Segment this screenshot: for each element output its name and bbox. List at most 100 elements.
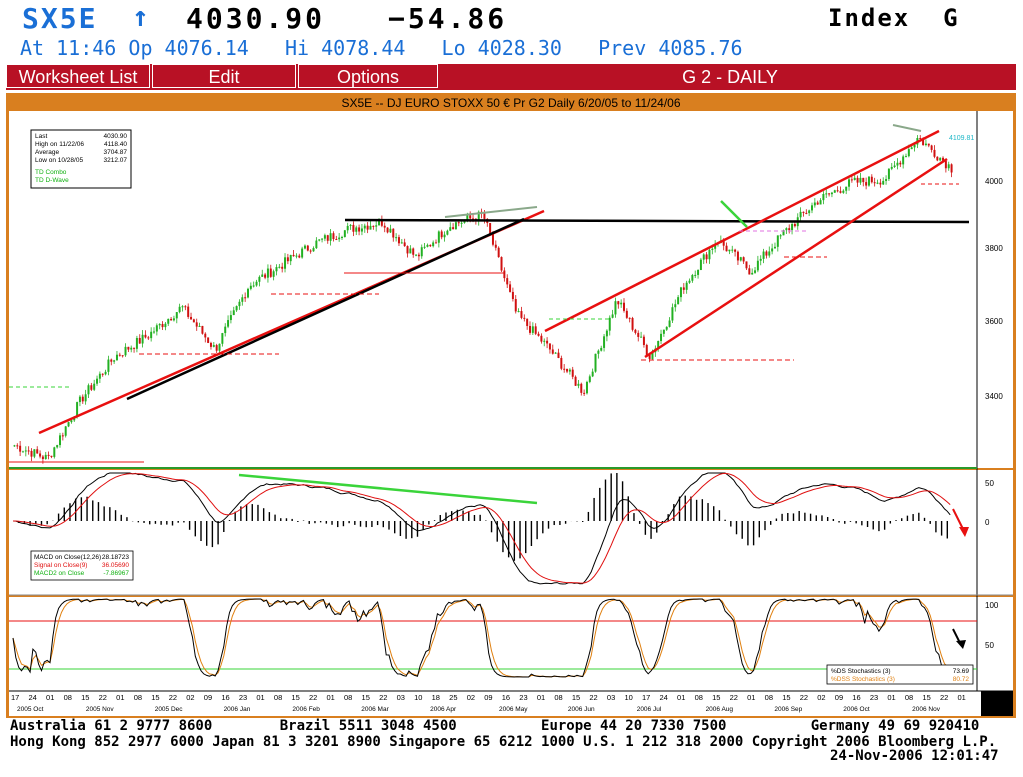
candle-body — [907, 149, 910, 157]
date-tick: 15 — [572, 693, 580, 702]
candle-body — [919, 138, 922, 140]
price-chart[interactable]: Last 4030.90 High on 11/22/06 4118.40 Averag… — [9, 111, 1013, 716]
candle-body — [640, 336, 643, 338]
candle-body — [207, 337, 210, 343]
month-label: 2006 Jan — [224, 706, 251, 713]
candle-body — [454, 222, 457, 230]
candle-body — [190, 316, 193, 320]
candle-body — [21, 451, 24, 453]
candle-body — [802, 211, 805, 213]
candle-body — [312, 248, 315, 252]
candle-body — [98, 373, 101, 379]
candle-body — [939, 157, 942, 161]
candle-body — [631, 318, 634, 330]
footer-timestamp: 24-Nov-2006 12:01:47 — [830, 748, 999, 764]
date-tick: 15 — [712, 693, 720, 702]
candle-body — [87, 385, 90, 395]
candle-body — [682, 287, 685, 290]
candle-body — [731, 249, 734, 251]
candle-body — [172, 318, 175, 321]
candle-body — [403, 242, 406, 247]
candle-body — [905, 156, 907, 158]
date-tick: 22 — [730, 693, 738, 702]
candle-body — [947, 164, 950, 169]
candle-body — [625, 310, 628, 318]
candle-body — [856, 177, 859, 183]
macd-legend-label: MACD on Close(12,26) — [34, 554, 101, 561]
candle-body — [679, 287, 682, 298]
candle-body — [600, 347, 603, 351]
candle-body — [853, 177, 856, 180]
candle-body — [366, 225, 369, 230]
candle-body — [212, 345, 215, 347]
date-axis-labels: 17 24 01 08 15 22 01 08 15 22 02 09 16 23 01 08 15 22 01 08… — [11, 693, 966, 713]
date-tick: 16 — [852, 693, 860, 702]
date-tick: 22 — [800, 693, 808, 702]
candle-body — [147, 337, 150, 339]
date-tick: 09 — [484, 693, 492, 702]
candle-body — [423, 246, 426, 248]
candle-body — [84, 394, 87, 402]
date-tick: 08 — [344, 693, 352, 702]
options-button[interactable]: Options — [298, 64, 438, 88]
date-tick: 01 — [537, 693, 545, 702]
candle-body — [577, 383, 580, 386]
candle-body — [19, 445, 22, 452]
candle-body — [808, 210, 811, 214]
date-tick: 22 — [379, 693, 387, 702]
candle-body — [460, 222, 463, 224]
candle-body — [261, 274, 264, 277]
candle-body — [694, 274, 697, 276]
candle-body — [927, 143, 930, 146]
candle-body — [33, 449, 36, 457]
candle-body — [395, 237, 398, 239]
candle-body — [27, 450, 30, 452]
date-tick: 23 — [519, 693, 527, 702]
candle-body — [452, 227, 455, 230]
month-label: 2005 Oct — [17, 706, 44, 713]
candle-body — [341, 236, 343, 238]
candle-body — [61, 435, 64, 437]
candle-body — [585, 381, 588, 394]
candle-body — [520, 311, 523, 318]
month-label: 2006 Nov — [912, 706, 941, 713]
candle-body — [942, 157, 945, 161]
candle-body — [135, 338, 138, 349]
candle-body — [503, 270, 506, 279]
candle-body — [303, 245, 306, 249]
candle-body — [201, 325, 204, 334]
price-tick: 3400 — [985, 392, 1003, 401]
candle-body — [426, 244, 429, 247]
candle-body — [662, 329, 665, 334]
quote-header: SX5E ↑ 4030.90 −54.86 Index G — [0, 0, 1023, 35]
candle-body — [275, 267, 278, 272]
candle-body — [910, 147, 913, 150]
candle-body — [158, 324, 161, 326]
candle-body — [833, 190, 836, 193]
edit-button[interactable]: Edit — [152, 64, 296, 88]
month-label: 2005 Nov — [86, 706, 115, 713]
candle-body — [748, 268, 751, 275]
month-label: 2006 May — [499, 706, 528, 713]
month-label: 2006 Oct — [843, 706, 870, 713]
date-tick: 08 — [274, 693, 282, 702]
candle-body — [779, 235, 782, 237]
worksheet-list-button[interactable]: Worksheet List — [6, 64, 150, 88]
candle-body — [850, 179, 853, 181]
last-price: 4030.90 — [186, 2, 326, 35]
date-axis — [9, 691, 1013, 716]
date-tick: 08 — [554, 693, 562, 702]
candle-body — [574, 376, 577, 386]
date-tick: 01 — [256, 693, 264, 702]
candle-body — [335, 239, 338, 241]
candle-body — [64, 426, 67, 436]
candle-body — [540, 335, 543, 342]
month-label: 2005 Dec — [155, 706, 184, 713]
candle-body — [660, 333, 663, 342]
candle-body — [386, 227, 389, 233]
candle-body — [113, 360, 116, 362]
candle-body — [591, 371, 594, 377]
candle-body — [412, 248, 415, 255]
candle-body — [218, 343, 221, 351]
candle-body — [768, 251, 771, 256]
